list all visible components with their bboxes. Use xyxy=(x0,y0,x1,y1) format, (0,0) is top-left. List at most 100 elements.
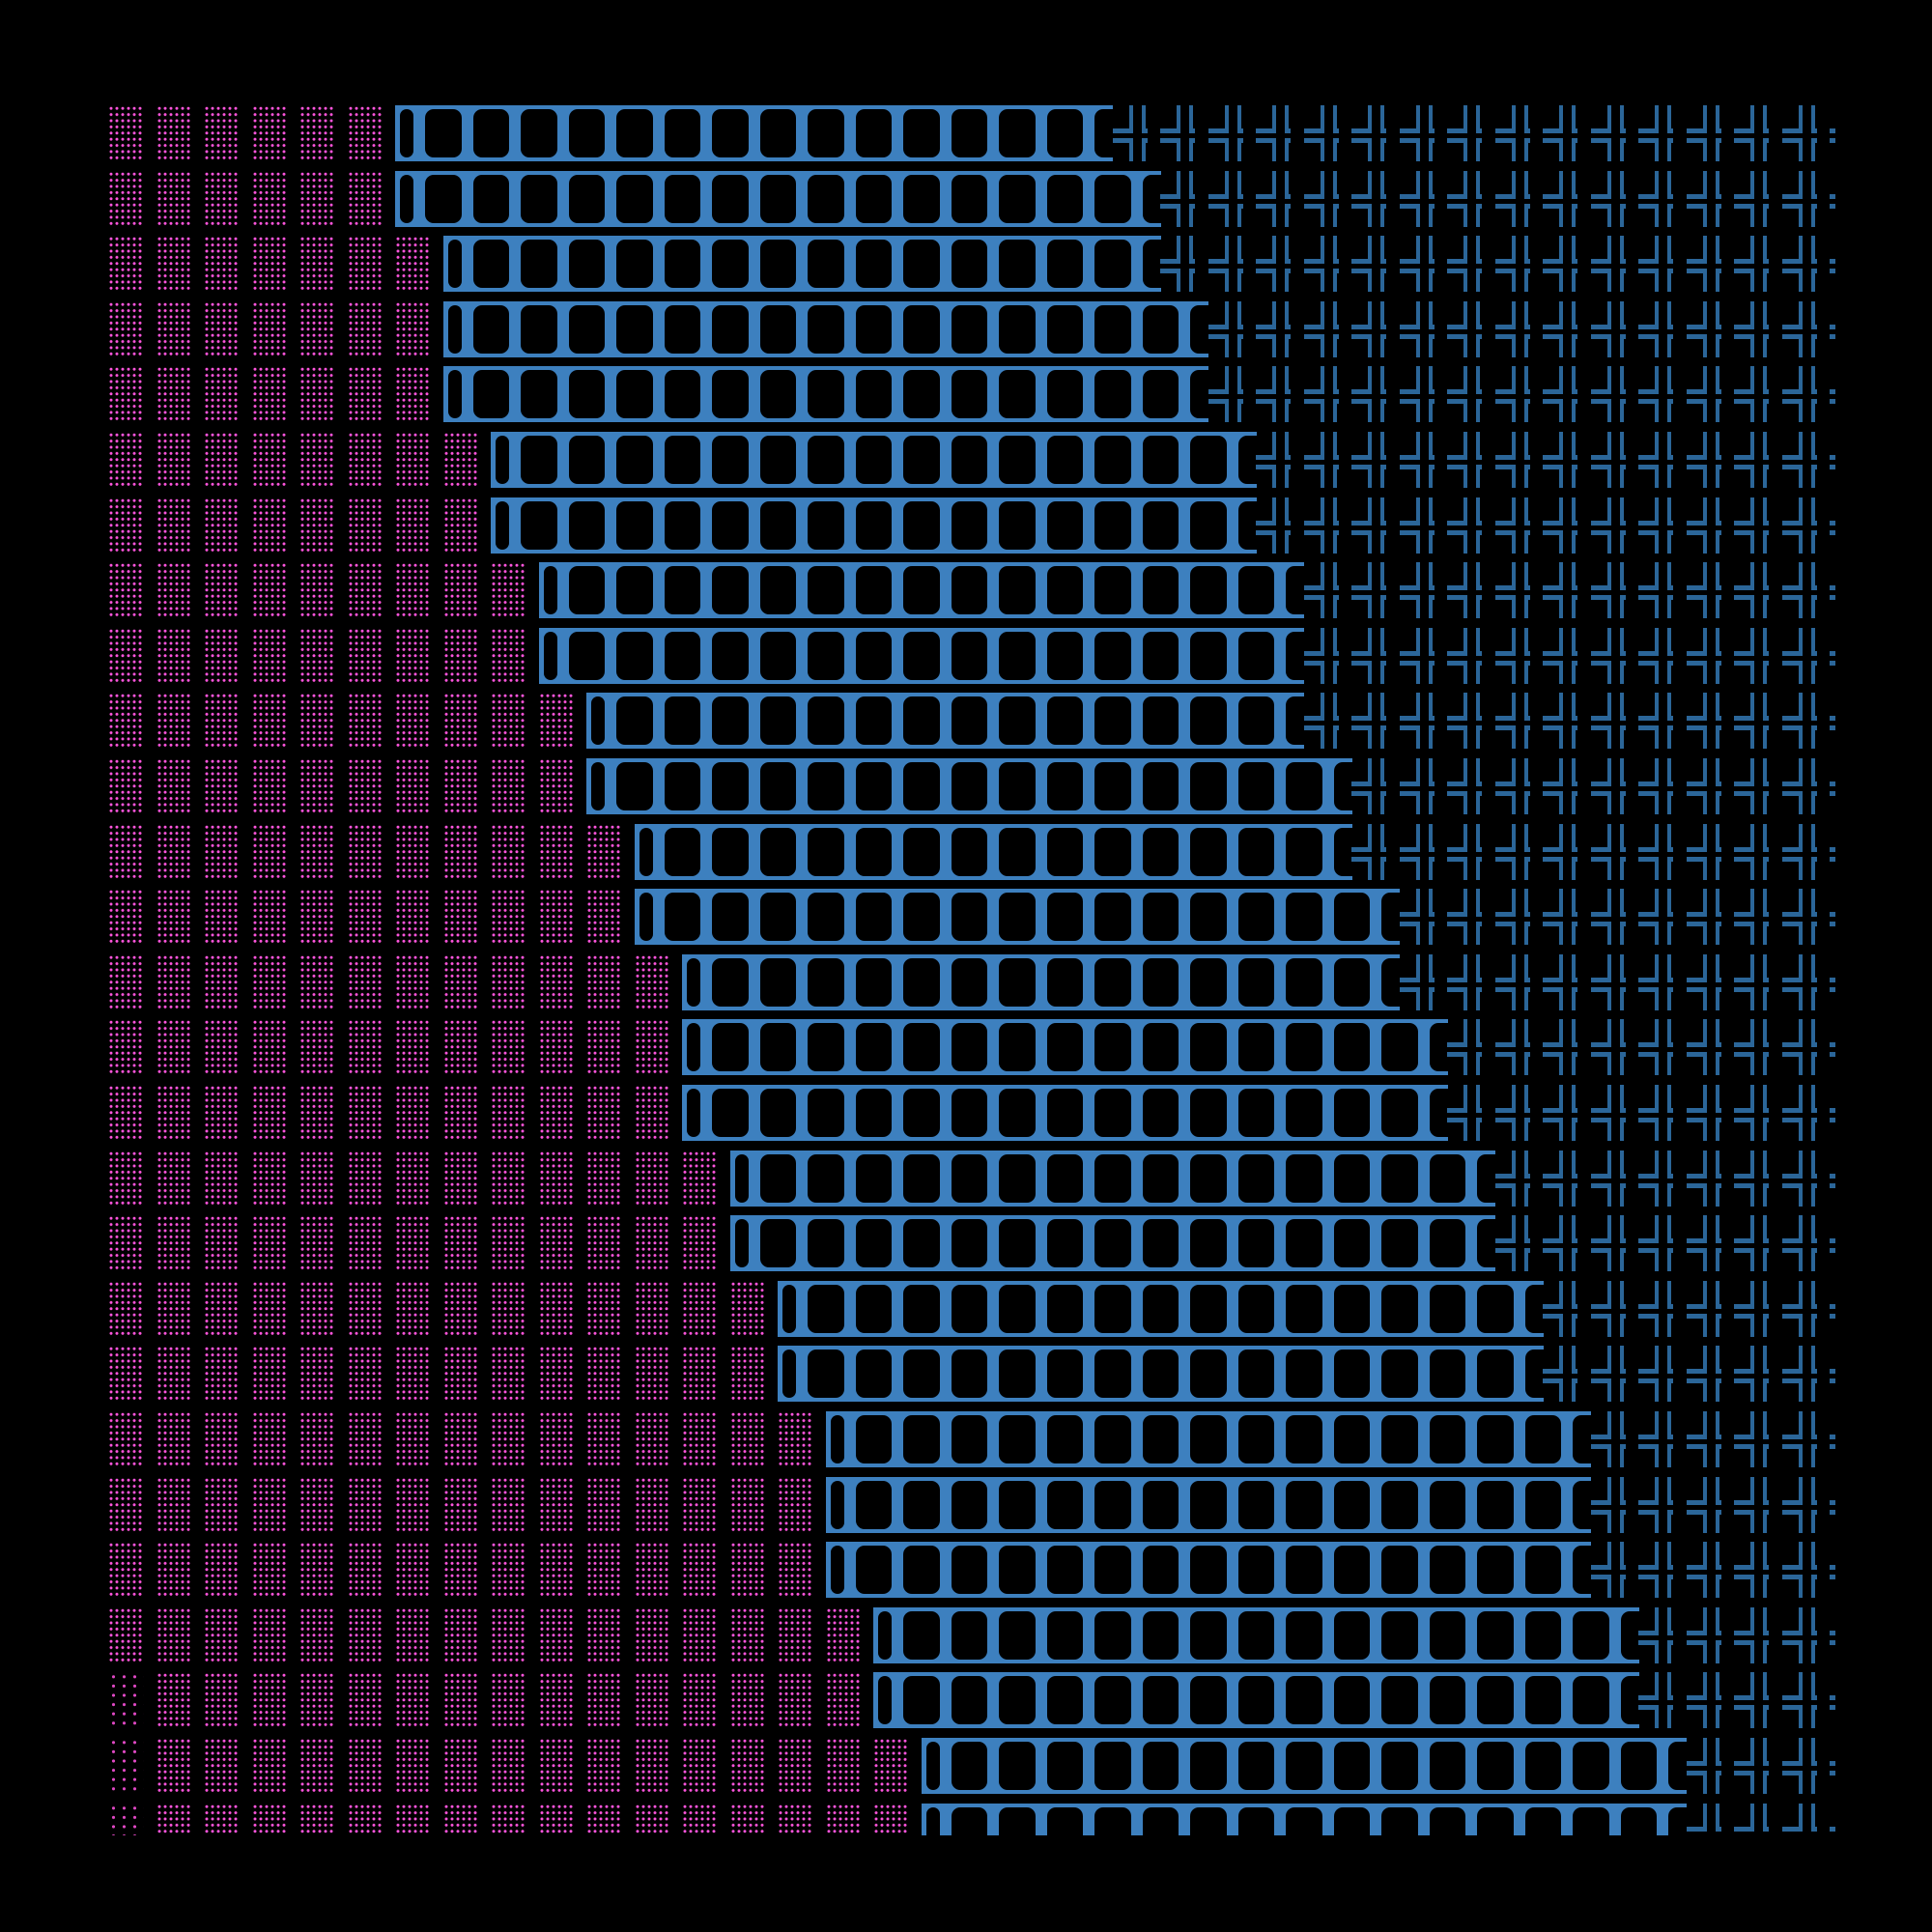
dense-shade-glyph xyxy=(491,889,526,946)
dense-shade-glyph xyxy=(156,1672,192,1729)
dense-shade-glyph xyxy=(251,1019,288,1076)
serif-i-glyph xyxy=(1208,953,1257,1010)
double-cross-glyph xyxy=(1494,889,1544,946)
serif-i-glyph xyxy=(442,170,492,227)
double-cross-glyph xyxy=(1734,1672,1782,1729)
serif-i-glyph xyxy=(1065,823,1113,880)
dense-shade-glyph xyxy=(491,1672,526,1729)
serif-i-glyph xyxy=(1112,1019,1161,1076)
double-cross-glyph xyxy=(1447,432,1495,488)
double-cross-glyph xyxy=(1399,562,1448,619)
serif-i-glyph xyxy=(1590,1672,1639,1729)
double-cross-glyph xyxy=(1256,170,1304,227)
serif-i-glyph xyxy=(1112,1738,1161,1794)
double-cross-glyph xyxy=(1734,953,1782,1010)
double-cross-glyph xyxy=(1543,170,1591,227)
serif-i-glyph xyxy=(729,889,779,946)
double-cross-glyph xyxy=(1543,562,1591,619)
double-cross-glyph xyxy=(1638,170,1687,227)
serif-i-glyph xyxy=(729,562,779,619)
serif-i-glyph xyxy=(634,432,683,488)
double-cross-glyph xyxy=(1638,562,1687,619)
double-cross-glyph xyxy=(1734,758,1782,814)
dense-shade-glyph xyxy=(347,693,384,750)
dense-shade-glyph xyxy=(347,889,384,946)
serif-i-glyph xyxy=(778,953,826,1010)
dense-shade-glyph xyxy=(108,758,144,814)
double-cross-glyph xyxy=(1638,497,1687,554)
dense-shade-glyph xyxy=(204,105,240,161)
dense-shade-glyph xyxy=(204,562,240,619)
dense-shade-glyph xyxy=(442,1606,479,1663)
serif-i-glyph xyxy=(1256,953,1304,1010)
double-cross-glyph xyxy=(1543,758,1591,814)
dense-shade-glyph xyxy=(347,1346,384,1403)
serif-i-glyph xyxy=(729,236,779,293)
double-cross-glyph xyxy=(1590,1150,1639,1207)
double-cross-glyph xyxy=(1590,1280,1639,1337)
dense-shade-glyph xyxy=(156,823,192,880)
dense-shade-glyph xyxy=(634,1476,670,1533)
serif-i-glyph xyxy=(1208,1215,1257,1272)
double-cross-glyph xyxy=(1590,562,1639,619)
serif-i-glyph xyxy=(682,1019,730,1076)
dense-shade-glyph xyxy=(156,758,192,814)
serif-i-glyph xyxy=(921,562,970,619)
serif-i-glyph xyxy=(1016,1019,1065,1076)
dense-shade-glyph xyxy=(395,627,431,684)
double-cross-glyph xyxy=(1494,432,1544,488)
serif-i-glyph xyxy=(1160,1019,1208,1076)
dense-shade-glyph xyxy=(251,170,288,227)
serif-i-glyph xyxy=(873,432,922,488)
dense-shade-glyph xyxy=(586,1542,622,1599)
dense-shade-glyph xyxy=(299,300,335,357)
double-cross-glyph xyxy=(1638,889,1687,946)
dense-shade-glyph xyxy=(156,1476,192,1533)
double-cross-glyph xyxy=(1590,1411,1639,1467)
double-cross-glyph xyxy=(1781,1803,1831,1835)
dense-shade-glyph xyxy=(299,1672,335,1729)
double-cross-glyph xyxy=(1590,170,1639,227)
double-cross-glyph xyxy=(1781,1150,1831,1207)
serif-i-glyph xyxy=(969,953,1017,1010)
serif-i-glyph xyxy=(1303,1672,1352,1729)
serif-i-glyph xyxy=(969,1476,1017,1533)
serif-i-glyph xyxy=(969,1672,1017,1729)
serif-i-glyph xyxy=(1016,432,1065,488)
serif-i-glyph xyxy=(1303,1542,1352,1599)
serif-i-glyph xyxy=(1016,562,1065,619)
double-cross-glyph xyxy=(1734,1019,1782,1076)
dense-shade-glyph xyxy=(442,693,479,750)
double-cross-glyph xyxy=(1590,1542,1639,1599)
serif-i-glyph xyxy=(778,366,826,423)
dense-shade-glyph xyxy=(395,953,431,1010)
dense-shade-glyph xyxy=(299,562,335,619)
double-cross-glyph xyxy=(1686,758,1735,814)
serif-i-glyph xyxy=(921,758,970,814)
dense-shade-glyph xyxy=(682,1803,718,1835)
serif-i-glyph xyxy=(1160,823,1208,880)
serif-i-glyph xyxy=(1112,562,1161,619)
serif-i-glyph xyxy=(1447,1411,1495,1467)
serif-i-glyph xyxy=(586,627,635,684)
double-cross-glyph xyxy=(1734,823,1782,880)
serif-i-glyph xyxy=(873,1672,922,1729)
dense-shade-glyph xyxy=(156,366,192,423)
serif-i-glyph xyxy=(1256,1476,1304,1533)
serif-i-glyph xyxy=(1112,693,1161,750)
dense-shade-glyph xyxy=(395,889,431,946)
serif-i-glyph xyxy=(1016,1476,1065,1533)
serif-i-glyph xyxy=(969,105,1017,161)
dense-shade-glyph xyxy=(156,1346,192,1403)
double-cross-glyph xyxy=(1399,366,1448,423)
double-cross-glyph xyxy=(1781,627,1831,684)
dense-shade-glyph xyxy=(873,1803,909,1835)
dense-shade-glyph xyxy=(251,236,288,293)
serif-i-glyph xyxy=(1160,432,1208,488)
serif-i-glyph xyxy=(873,1019,922,1076)
serif-i-glyph xyxy=(921,170,970,227)
dense-shade-glyph xyxy=(442,1476,479,1533)
double-cross-glyph xyxy=(1638,823,1687,880)
serif-i-glyph xyxy=(1208,562,1257,619)
serif-i-glyph xyxy=(1160,300,1208,357)
